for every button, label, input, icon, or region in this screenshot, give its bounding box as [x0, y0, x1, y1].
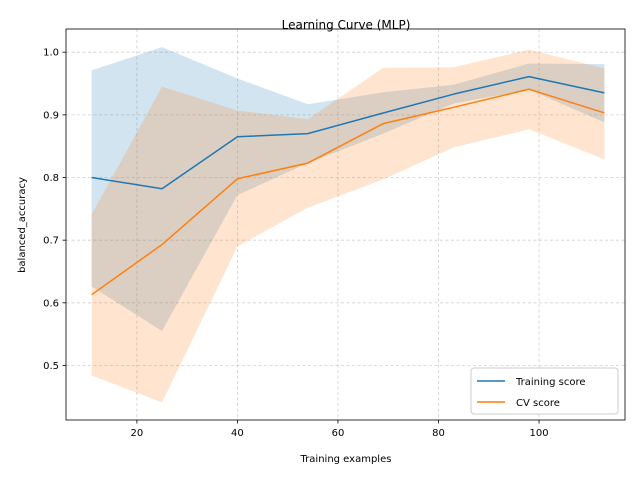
y-tick-label: 0.9: [43, 110, 59, 121]
x-tick-label: 80: [432, 428, 445, 439]
y-tick-label: 1.0: [43, 48, 59, 59]
chart-title: Learning Curve (MLP): [282, 18, 411, 32]
y-axis-label: balanced_accuracy: [17, 177, 28, 273]
x-tick-label: 20: [131, 428, 144, 439]
x-tick-label: 40: [231, 428, 244, 439]
grid: [66, 29, 625, 420]
legend: Training score CV score: [470, 367, 619, 415]
series-lines: [91, 75, 605, 296]
confidence-band-1: [91, 49, 605, 403]
y-tick-label: 0.5: [43, 361, 59, 372]
legend-box: [470, 367, 619, 415]
x-tick-label: 100: [529, 428, 548, 439]
x-axis-label: Training examples: [300, 454, 392, 465]
series-line-1: [91, 88, 605, 296]
axis-ticks: 20 40 60 80 100 0.5 0.6 0.7 0.8 0.9 1.0: [43, 48, 548, 439]
y-tick-label: 0.7: [43, 236, 59, 247]
y-tick-label: 0.6: [43, 298, 59, 309]
confidence-bands: [91, 47, 605, 403]
legend-label-training: Training score: [515, 377, 586, 388]
plot-area-frame: [65, 28, 626, 421]
series-line-0: [91, 75, 605, 190]
confidence-band-0: [91, 47, 605, 332]
legend-label-cv: CV score: [516, 398, 560, 409]
y-tick-label: 0.8: [43, 173, 59, 184]
x-tick-label: 60: [332, 428, 345, 439]
